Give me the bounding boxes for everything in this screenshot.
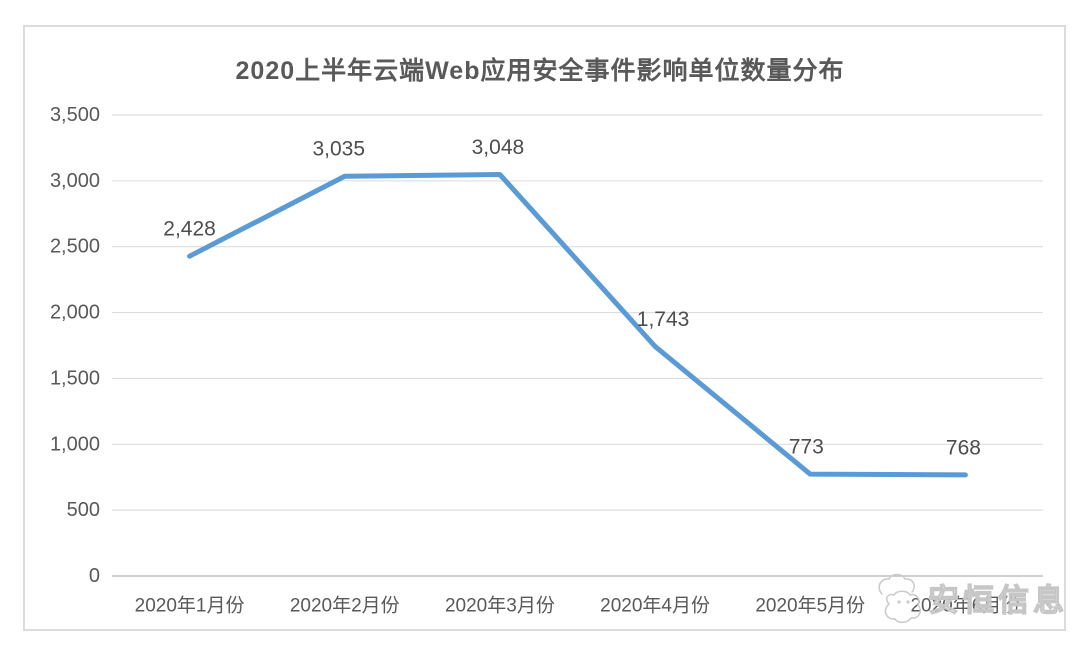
x-tick-label: 2020年5月份 [755, 595, 865, 617]
y-tick-label: 1,000 [50, 433, 100, 455]
data-label: 768 [946, 436, 981, 459]
y-tick-label: 1,500 [50, 367, 100, 389]
y-tick-label: 0 [89, 565, 100, 587]
watermark-text: 安恒信息 [928, 583, 1068, 618]
data-label: 3,035 [312, 138, 365, 161]
series-line [187, 172, 968, 478]
chart-frame [23, 25, 1066, 631]
data-label: 3,048 [472, 136, 525, 159]
chart-title: 2020上半年云端Web应用安全事件影响单位数量分布 [235, 57, 845, 85]
y-tick-label: 2,500 [50, 236, 100, 258]
x-tick-label: 2020年6月份 [910, 595, 1020, 617]
y-tick-label: 3,000 [50, 170, 100, 192]
data-label: 773 [789, 436, 824, 459]
x-tick-label: 2020年3月份 [445, 595, 555, 617]
x-tick-label: 2020年2月份 [290, 595, 400, 617]
x-tick-label: 2020年1月份 [135, 595, 245, 617]
y-tick-label: 3,500 [50, 104, 100, 126]
anheng-logo-icon [878, 573, 921, 624]
y-tick-label: 500 [67, 499, 100, 521]
y-tick-label: 2,000 [50, 302, 100, 324]
x-tick-label: 2020年4月份 [600, 595, 710, 617]
watermark: 安恒信息 [878, 573, 1068, 624]
data-label: 1,743 [637, 308, 690, 331]
data-label: 2,428 [163, 218, 216, 241]
